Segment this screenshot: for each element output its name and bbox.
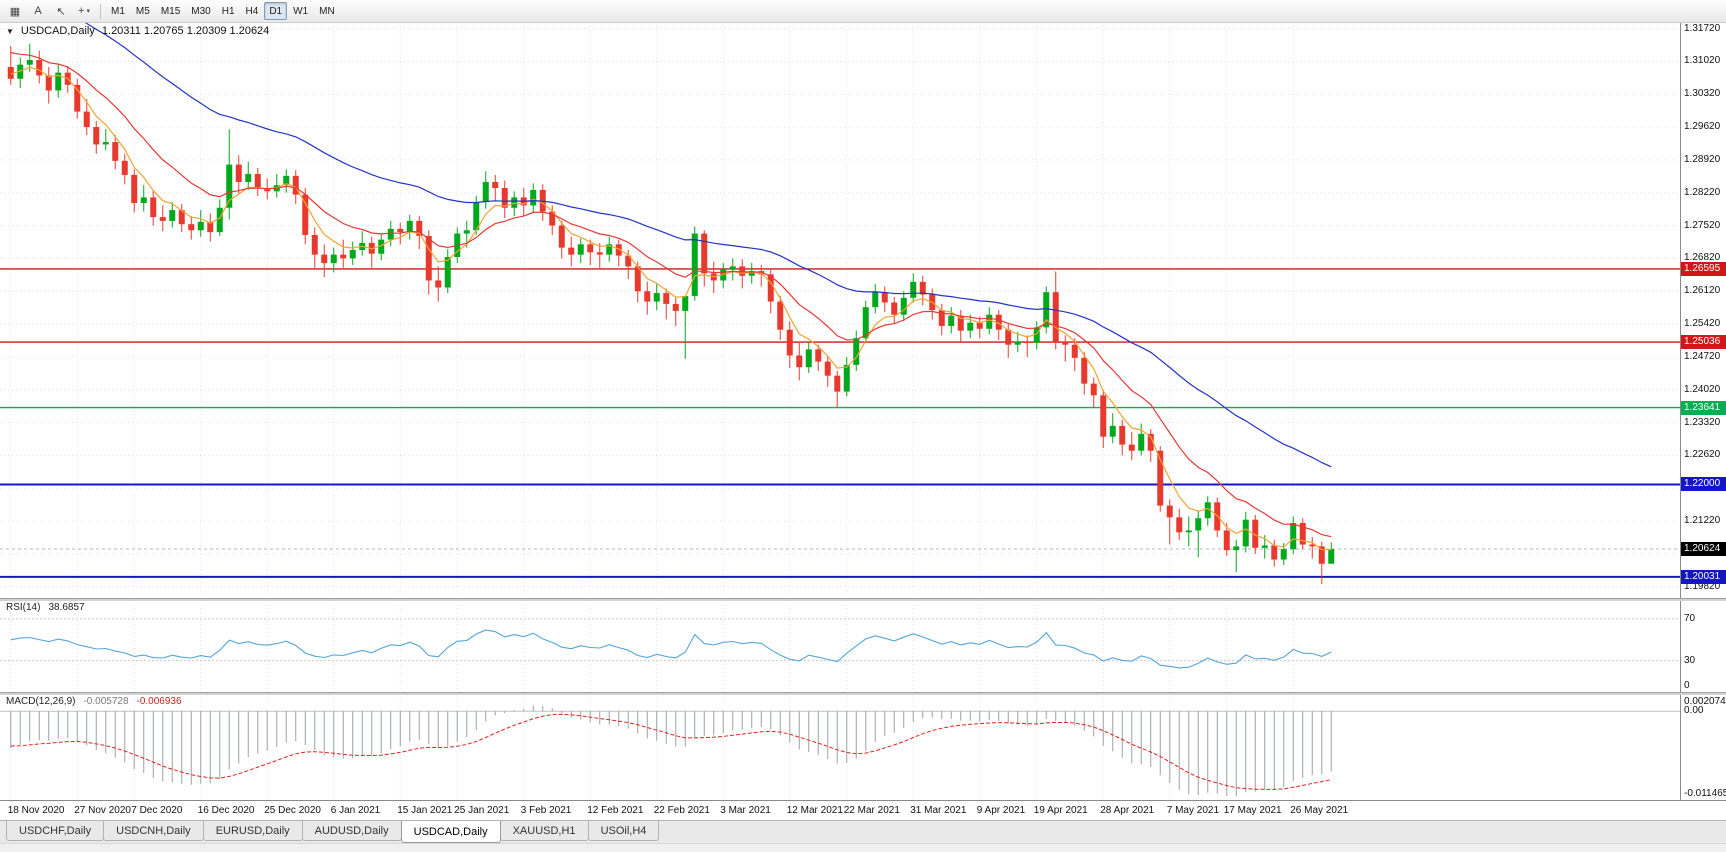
timeframe-m5[interactable]: M5: [131, 2, 155, 20]
price-scale-label: 1.31020: [1684, 55, 1721, 67]
rsi-label: RSI(14): [6, 602, 41, 613]
chart-title: ▼ USDCAD,Daily 1.20311 1.20765 1.20309 1…: [6, 25, 269, 37]
date-label: 28 Apr 2021: [1100, 805, 1155, 816]
date-label: 27 Nov 2020: [74, 805, 131, 816]
text-annotation-icon[interactable]: A: [27, 2, 49, 20]
top-toolbar: ▦ A ↖ + ▾ M1 M5 M15 M30 H1 H4 D1 W1 MN: [0, 0, 1726, 23]
collapse-icon[interactable]: ▼: [6, 26, 14, 36]
date-label: 12 Mar 2021: [786, 805, 843, 816]
date-label: 3 Mar 2021: [720, 805, 771, 816]
macd-scale-label: 0.002074: [1684, 696, 1726, 707]
macd-label-row: MACD(12,26,9) -0.005728 -0.006936: [6, 696, 182, 707]
tab-audusd-daily[interactable]: AUDUSD,Daily: [301, 821, 402, 841]
timeframe-h4[interactable]: H4: [241, 2, 264, 20]
cursor-tool-icon[interactable]: ↖: [50, 2, 72, 20]
price-level-badge: 1.22000: [1681, 477, 1726, 492]
price-level-badge: 1.23641: [1681, 400, 1726, 415]
current-price-badge: 1.20624: [1681, 542, 1726, 557]
macd-scale[interactable]: 0.002074 0.00 -0.011465: [1680, 694, 1726, 800]
date-label: 6 Jan 2021: [330, 805, 381, 816]
price-level-badge: 1.26595: [1681, 261, 1726, 276]
price-scale-label: 1.27520: [1684, 219, 1721, 231]
date-label: 31 Mar 2021: [910, 805, 967, 816]
price-scale-label: 1.24720: [1684, 350, 1721, 362]
timeframe-button-group: M1 M5 M15 M30 H1 H4 D1 W1 MN: [106, 2, 340, 20]
macd-value-main: -0.005728: [83, 696, 129, 707]
date-label: 26 May 2021: [1290, 805, 1349, 816]
tab-usoil-h4[interactable]: USOil,H4: [587, 821, 660, 841]
date-label: 19 Apr 2021: [1033, 805, 1088, 816]
price-scale-label: 1.28920: [1684, 153, 1721, 165]
chart-ohlc-values: 1.20311 1.20765 1.20309 1.20624: [101, 25, 270, 37]
date-label: 25 Dec 2020: [264, 805, 321, 816]
toolbar-icon-group: ▦ A ↖ + ▾: [4, 2, 95, 20]
rsi-scale-label: 0: [1684, 680, 1690, 691]
price-scale-label: 1.23320: [1684, 416, 1721, 428]
price-scale-label: 1.26120: [1684, 285, 1721, 297]
price-scale-label: 1.26820: [1684, 252, 1721, 264]
rsi-scale-label: 70: [1684, 612, 1696, 624]
date-label: 12 Feb 2021: [587, 805, 644, 816]
main-chart-panel: ▼ USDCAD,Daily 1.20311 1.20765 1.20309 1…: [0, 22, 1726, 598]
price-scale-label: 1.19820: [1684, 580, 1721, 592]
price-scale-label: 1.29620: [1684, 121, 1721, 133]
tab-xauusd-h1[interactable]: XAUUSD,H1: [499, 821, 589, 841]
date-label: 9 Apr 2021: [976, 805, 1026, 816]
macd-label: MACD(12,26,9): [6, 696, 76, 707]
timeframe-h1[interactable]: H1: [217, 2, 240, 20]
tab-usdcad-daily[interactable]: USDCAD,Daily: [400, 821, 501, 843]
rsi-label-row: RSI(14) 38.6857: [6, 602, 85, 613]
tab-eurusd-daily[interactable]: EURUSD,Daily: [202, 821, 303, 841]
date-label: 16 Dec 2020: [197, 805, 255, 816]
rsi-value: 38.6857: [48, 602, 85, 613]
timeframe-w1[interactable]: W1: [288, 2, 313, 20]
rsi-scale-label: 30: [1684, 654, 1696, 666]
tab-usdcnh-daily[interactable]: USDCNH,Daily: [103, 821, 204, 841]
price-scale-label: 1.24020: [1684, 383, 1721, 395]
candlestick-chart[interactable]: [0, 22, 1680, 598]
date-label: 18 Nov 2020: [7, 805, 65, 816]
price-scale-label: 1.25420: [1684, 318, 1721, 330]
macd-panel: MACD(12,26,9) -0.005728 -0.006936 0.0020…: [0, 694, 1726, 800]
date-label: 7 Dec 2020: [131, 805, 183, 816]
timeframe-m1[interactable]: M1: [106, 2, 130, 20]
panel-divider[interactable]: [0, 692, 1726, 695]
date-label: 22 Mar 2021: [843, 805, 900, 816]
price-scale-label: 1.22620: [1684, 449, 1721, 461]
price-scale-label: 1.31720: [1684, 22, 1721, 34]
macd-scale-label: 0.00: [1684, 705, 1704, 717]
price-scale[interactable]: 1.31720 1.31020 1.30320 1.29620 1.28920 1.282…: [1680, 22, 1726, 598]
rsi-panel: RSI(14) 38.6857 70 30 0: [0, 600, 1726, 692]
price-scale-label: 1.28220: [1684, 186, 1721, 198]
macd-scale-label: -0.011465: [1684, 788, 1726, 799]
price-level-badge: 1.20031: [1681, 569, 1726, 584]
date-label: 22 Feb 2021: [653, 805, 710, 816]
rsi-scale[interactable]: 70 30 0: [1680, 600, 1726, 692]
rsi-plot[interactable]: [0, 600, 1680, 692]
status-bar: [0, 843, 1726, 852]
tab-usdchf-daily[interactable]: USDCHF,Daily: [6, 821, 105, 841]
price-level-badge: 1.25036: [1681, 335, 1726, 350]
macd-plot[interactable]: [0, 694, 1680, 800]
timeframe-d1[interactable]: D1: [264, 2, 288, 20]
crosshair-tool-icon[interactable]: + ▾: [73, 2, 95, 20]
date-label: 15 Jan 2021: [397, 805, 453, 816]
date-label: 17 May 2021: [1223, 805, 1282, 816]
time-axis[interactable]: 18 Nov 2020 27 Nov 2020 7 Dec 2020 16 Dec 2…: [0, 800, 1726, 821]
date-label: 3 Feb 2021: [520, 805, 572, 816]
chart-symbol-label: USDCAD,Daily: [20, 25, 95, 37]
timeframe-mn[interactable]: MN: [314, 2, 340, 20]
panel-divider[interactable]: [0, 598, 1726, 601]
toolbar-separator: [100, 3, 101, 19]
date-label: 7 May 2021: [1166, 805, 1220, 816]
chart-tabs: USDCHF,Daily USDCNH,Daily EURUSD,Daily AUDU…: [0, 820, 1726, 844]
chart-menu-icon[interactable]: ▦: [4, 2, 26, 20]
date-label: 25 Jan 2021: [454, 805, 510, 816]
timeframe-m30[interactable]: M30: [186, 2, 215, 20]
timeframe-m15[interactable]: M15: [156, 2, 185, 20]
dropdown-caret-icon: ▾: [86, 8, 90, 15]
macd-value-signal: -0.006936: [136, 696, 182, 707]
price-scale-label: 1.21220: [1684, 515, 1721, 527]
price-scale-label: 1.30320: [1684, 88, 1721, 100]
